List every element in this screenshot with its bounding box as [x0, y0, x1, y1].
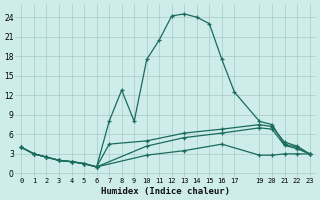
X-axis label: Humidex (Indice chaleur): Humidex (Indice chaleur) [101, 187, 230, 196]
